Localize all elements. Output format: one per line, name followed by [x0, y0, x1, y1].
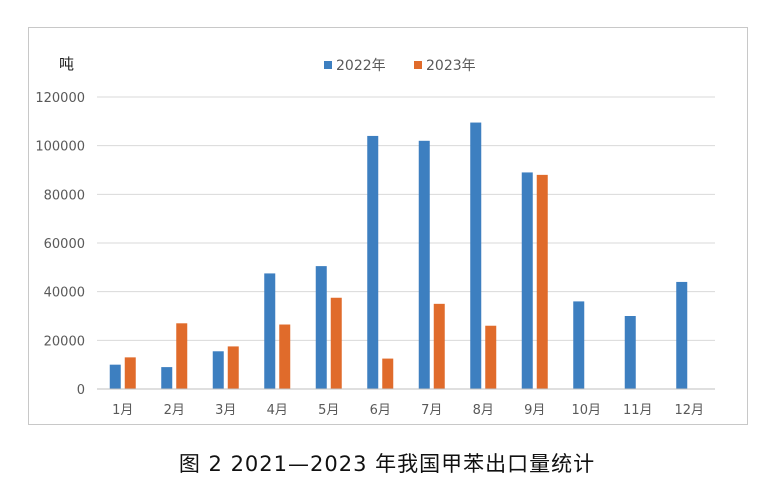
bar-2022年-12月 — [676, 281, 688, 389]
legend-swatch — [324, 61, 332, 69]
bar-2022年-9月 — [521, 172, 533, 389]
bar-2023年-7月 — [433, 303, 445, 389]
bar-2023年-3月 — [227, 346, 239, 389]
x-tick-label: 5月 — [318, 403, 339, 418]
bar-2022年-4月 — [264, 273, 276, 389]
legend-label: 2023年 — [426, 58, 476, 74]
legend: 2022年 2023年 — [324, 58, 476, 74]
y-tick-label: 120000 — [35, 91, 85, 106]
bar-2022年-7月 — [418, 140, 430, 389]
x-tick-label: 9月 — [524, 403, 545, 418]
bar-2023年-8月 — [485, 325, 497, 389]
chart-frame: 0 20000 40000 60000 80000 100000 120000 1月 2月 3月… — [28, 27, 748, 425]
bar-2022年-3月 — [212, 351, 224, 389]
y-tick-label: 80000 — [44, 188, 85, 203]
y-tick-label: 0 — [77, 383, 85, 398]
legend-swatch — [414, 61, 422, 69]
bars — [109, 122, 688, 390]
bar-2022年-6月 — [367, 135, 379, 389]
figure-caption: 图 2 2021—2023 年我国甲苯出口量统计 — [178, 452, 596, 476]
bar-2022年-10月 — [573, 301, 585, 389]
x-tick-label: 3月 — [215, 403, 236, 418]
x-tick-label: 11月 — [623, 403, 653, 418]
x-tick-label: 1月 — [112, 403, 133, 418]
x-axis-ticks: 1月 2月 3月 4月 5月 6月 7月 8月 9月 10月 11月 12月 — [112, 403, 704, 418]
y-axis-unit-label: 吨 — [59, 55, 74, 73]
bar-2023年-5月 — [330, 297, 342, 389]
bar-2023年-4月 — [279, 324, 291, 389]
grid-lines — [97, 96, 715, 341]
y-tick-label: 20000 — [44, 334, 85, 349]
bar-2022年-5月 — [315, 266, 327, 389]
y-tick-label: 100000 — [35, 140, 85, 155]
bar-2023年-2月 — [176, 323, 188, 389]
x-tick-label: 12月 — [674, 403, 704, 418]
bar-2022年-11月 — [624, 316, 636, 389]
bar-2023年-9月 — [536, 174, 548, 389]
y-tick-label: 40000 — [44, 286, 85, 301]
x-tick-label: 8月 — [473, 403, 494, 418]
x-tick-label: 6月 — [370, 403, 391, 418]
legend-label: 2022年 — [336, 58, 386, 74]
x-tick-label: 10月 — [571, 403, 601, 418]
y-axis-ticks: 0 20000 40000 60000 80000 100000 120000 — [35, 91, 85, 398]
x-tick-label: 7月 — [421, 403, 442, 418]
y-tick-label: 60000 — [44, 237, 85, 252]
bar-2023年-1月 — [124, 357, 136, 389]
x-tick-label: 4月 — [267, 403, 288, 418]
bar-2023年-6月 — [382, 358, 394, 389]
x-tick-label: 2月 — [164, 403, 185, 418]
bar-2022年-2月 — [161, 367, 173, 389]
bar-chart: 0 20000 40000 60000 80000 100000 120000 1月 2月 3月… — [35, 55, 715, 418]
bar-2022年-8月 — [470, 122, 482, 390]
bar-2022年-1月 — [109, 364, 121, 389]
